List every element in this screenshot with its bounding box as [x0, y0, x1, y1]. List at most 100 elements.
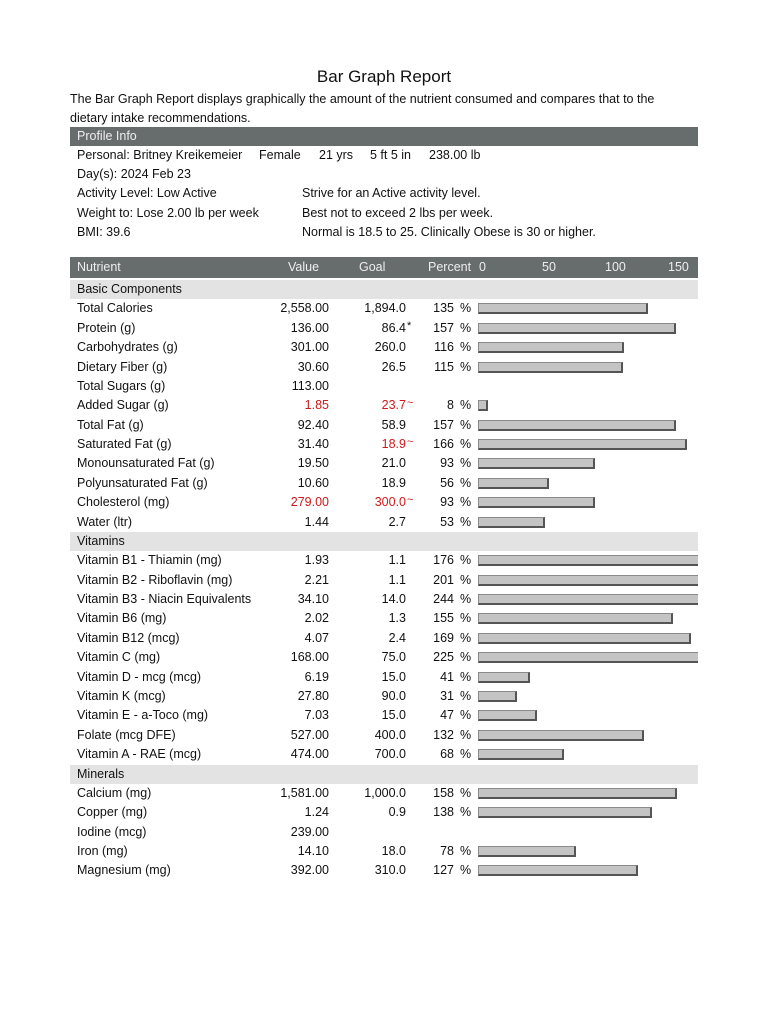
value: 239.00	[290, 824, 329, 839]
nutrient-name: Folate (mcg DFE)	[77, 727, 176, 742]
percent: 155	[433, 611, 454, 626]
percent-unit: %	[460, 747, 472, 762]
percent-unit: %	[460, 456, 472, 471]
goal: 1,000.0	[364, 785, 406, 800]
percent-unit: %	[460, 417, 472, 432]
percent: 166	[433, 437, 454, 452]
bar-clip	[478, 361, 698, 375]
section-name: Basic Components	[77, 282, 182, 296]
goal: 14.0	[381, 592, 406, 607]
percent: 115	[434, 359, 454, 374]
nutrient-name: Added Sugar (g)	[77, 398, 169, 413]
bar-clip	[478, 574, 698, 588]
value: 474.00	[290, 747, 329, 762]
percent: 169	[433, 630, 454, 645]
percent-unit: %	[460, 398, 472, 413]
personal-field: Female	[259, 148, 301, 162]
intro-text: The Bar Graph Report displays graphicall…	[70, 92, 655, 125]
goal-mark: *	[407, 319, 412, 332]
percent-bar	[478, 787, 678, 799]
nutrient-name: Vitamin B6 (mg)	[77, 611, 167, 626]
nutrient-name: Magnesium (mg)	[77, 863, 171, 878]
percent-bar	[478, 729, 645, 741]
personal-field: 21 yrs	[319, 148, 354, 162]
table-header-bar	[70, 257, 698, 278]
nutrient-name: Cholesterol (mg)	[77, 495, 170, 510]
bar-clip	[478, 710, 698, 723]
nutrient-name: Vitamin B3 - Niacin Equivalents	[77, 592, 252, 607]
percent-bar	[478, 516, 545, 528]
percent: 132	[433, 727, 454, 742]
bar-clip	[478, 419, 698, 433]
percent-unit: %	[460, 320, 472, 335]
bar-clip	[478, 477, 698, 491]
goal: 23.7	[381, 398, 406, 413]
nutrient-name: Vitamin A - RAE (mcg)	[77, 747, 202, 762]
goal: 1.3	[388, 611, 406, 626]
percent-unit: %	[460, 514, 472, 529]
value: 113.00	[291, 378, 329, 393]
percent-unit: %	[460, 785, 472, 800]
section-bar	[70, 531, 698, 551]
bar-clip	[478, 400, 698, 413]
goal: 300.0	[374, 495, 406, 510]
goal: 2.4	[388, 630, 406, 645]
percent: 176	[433, 553, 454, 568]
nutrient-name: Copper (mg)	[77, 805, 148, 820]
scale-tick-label: 0	[479, 260, 486, 274]
percent-bar	[478, 749, 564, 761]
nutrient-name: Vitamin K (mcg)	[77, 688, 166, 703]
section-name: Vitamins	[77, 533, 125, 548]
scale-tick-label: 100	[605, 260, 626, 274]
percent-unit: %	[460, 844, 472, 859]
percent: 225	[433, 650, 454, 665]
value: 14.10	[297, 844, 329, 859]
percent-bar	[478, 671, 530, 683]
percent-unit: %	[460, 805, 472, 820]
percent-bar	[478, 400, 489, 412]
col-header: Goal	[359, 260, 386, 274]
value: 168.00	[290, 650, 329, 665]
percent-bar	[478, 361, 623, 373]
percent-bar	[478, 632, 691, 644]
nutrient-name: Vitamin B1 - Thiamin (mg)	[77, 553, 222, 568]
bar-clip	[478, 632, 698, 646]
profile-note: Normal is 18.5 to 25. Clinically Obese i…	[302, 224, 596, 239]
percent: 41	[440, 669, 454, 684]
percent: 157	[433, 417, 454, 432]
percent: 201	[433, 572, 454, 587]
goal: 260.0	[374, 340, 406, 355]
value: 2.21	[304, 572, 329, 587]
bar-clip	[478, 497, 698, 510]
profile-note: Strive for an Active activity level.	[302, 186, 481, 201]
profile-field: Weight to: Lose 2.00 lb per week	[77, 205, 259, 220]
percent-unit: %	[460, 553, 472, 568]
percent-unit: %	[460, 592, 472, 607]
bar-clip	[478, 652, 698, 665]
personal-field: Personal: Britney Kreikemeier	[77, 148, 243, 162]
percent: 138	[433, 805, 454, 820]
nutrient-name: Vitamin B12 (mcg)	[77, 630, 180, 645]
nutrient-name: Total Sugars (g)	[77, 378, 166, 393]
percent-unit: %	[460, 863, 472, 878]
value: 30.60	[297, 359, 329, 374]
bar-clip	[478, 729, 698, 743]
value: 34.10	[297, 592, 329, 607]
nutrient-name: Total Fat (g)	[77, 417, 144, 432]
value: 1.24	[304, 805, 329, 820]
percent: 56	[440, 475, 454, 490]
percent-unit: %	[460, 475, 472, 490]
percent-bar	[478, 458, 596, 470]
nutrient-name: Calcium (mg)	[77, 785, 152, 800]
bar-clip	[478, 439, 698, 452]
scale-tick-label: 150	[668, 260, 689, 274]
goal: 26.5	[381, 359, 406, 374]
nutrient-name: Vitamin D - mcg (mcg)	[77, 669, 202, 684]
profile-field: Activity Level: Low Active	[77, 186, 217, 201]
percent-unit: %	[460, 650, 472, 665]
value: 2,558.00	[280, 301, 329, 316]
value: 1.85	[304, 398, 329, 413]
nutrient-name: Vitamin C (mg)	[77, 650, 161, 665]
goal: 86.4	[381, 320, 406, 335]
goal-mark: ~	[407, 494, 414, 507]
